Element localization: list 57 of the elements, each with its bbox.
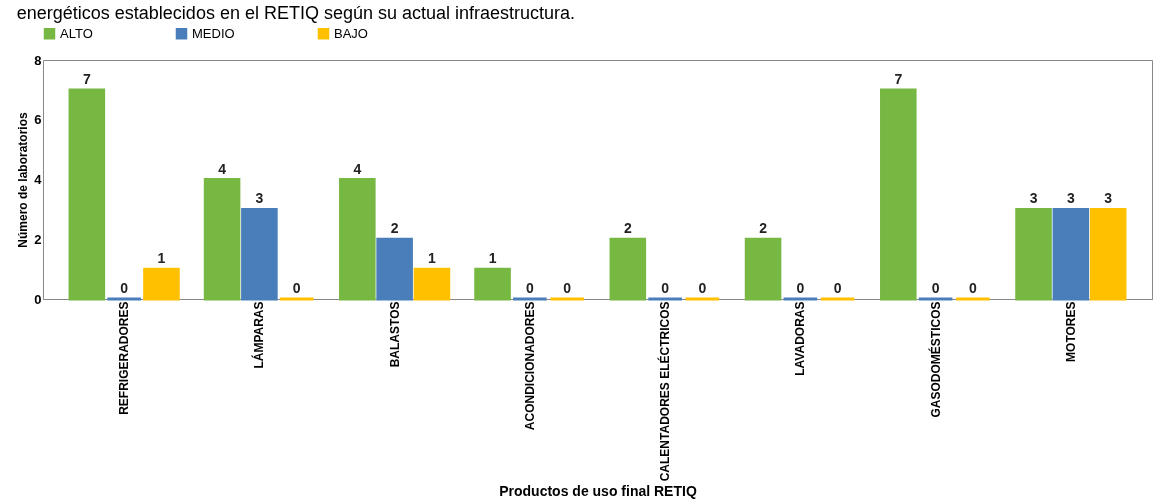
y-tick-label: 6 <box>34 112 42 128</box>
data-label: 4 <box>218 160 227 177</box>
x-tick-label: REFRIGERADORES <box>117 301 132 415</box>
bar <box>880 88 917 301</box>
x-tick-label: BALASTOS <box>387 301 402 368</box>
bar <box>744 237 782 301</box>
data-label: 0 <box>563 280 572 296</box>
data-label: 0 <box>969 280 978 296</box>
bar <box>1089 207 1127 301</box>
data-label: 1 <box>488 250 497 267</box>
data-label: 7 <box>894 70 903 87</box>
x-tick-label: ACONDICIONADORES <box>522 301 537 431</box>
x-tick-label: LAVADORAS <box>793 301 808 376</box>
bar <box>1052 207 1090 301</box>
x-tick-label: MOTORES <box>1063 301 1078 362</box>
bar <box>609 237 647 301</box>
legend-label: BAJO <box>334 25 368 41</box>
bar <box>143 267 180 301</box>
bar <box>376 237 413 301</box>
y-tick-label: 0 <box>34 291 42 307</box>
y-tick-label: 2 <box>34 231 42 247</box>
bar <box>413 267 451 301</box>
data-label: 3 <box>1066 190 1075 207</box>
legend-label: MEDIO <box>192 25 235 41</box>
data-label: 0 <box>292 280 301 296</box>
data-label: 1 <box>428 250 437 267</box>
data-label: 2 <box>390 220 399 237</box>
bar <box>339 178 376 301</box>
x-tick-label: LÁMPARAS <box>251 301 267 369</box>
bar <box>474 267 511 301</box>
data-label: 0 <box>120 280 129 296</box>
x-axis-title: Productos de uso final RETIQ <box>499 483 697 500</box>
data-label: 4 <box>353 160 362 177</box>
data-label: 3 <box>1029 190 1038 207</box>
bar <box>203 178 241 301</box>
y-tick-label: 4 <box>34 172 43 187</box>
data-label: 0 <box>931 280 940 296</box>
data-label: 0 <box>698 280 707 296</box>
data-label: 0 <box>796 280 805 296</box>
bar <box>68 88 106 301</box>
bar <box>241 207 278 301</box>
data-label: 7 <box>82 70 91 87</box>
data-label: 0 <box>833 280 842 296</box>
data-label: 3 <box>1104 190 1113 207</box>
data-label: 0 <box>661 280 670 296</box>
data-label: 3 <box>255 190 264 207</box>
y-axis-title: Número de laboratorios <box>16 112 31 248</box>
chart-title: energéticos establecidos en el RETIQ según su actual infraestructura. <box>16 3 576 23</box>
x-tick-label: CALENTADORES ELÉCTRICOS <box>657 301 673 482</box>
legend-label: ALTO <box>60 25 93 41</box>
data-label: 2 <box>623 220 632 237</box>
y-tick-label: 8 <box>34 52 42 68</box>
x-tick-label: GASODOMÉSTICOS <box>927 301 943 418</box>
data-label: 0 <box>525 280 534 296</box>
data-label: 1 <box>157 250 166 267</box>
bar <box>1015 207 1052 301</box>
data-label: 2 <box>759 220 768 237</box>
